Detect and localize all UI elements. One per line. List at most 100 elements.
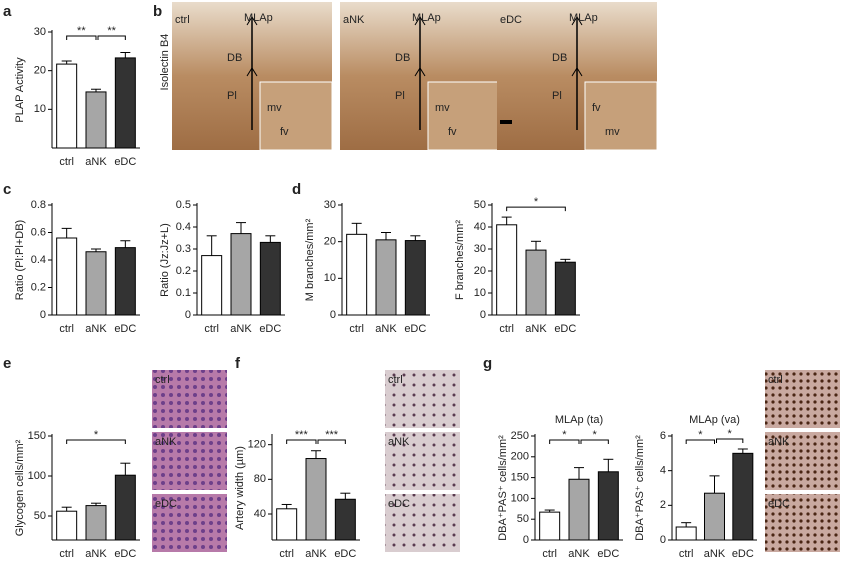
bar bbox=[675, 526, 697, 541]
x-tick-label: ctrl bbox=[679, 548, 694, 560]
y-tick-label: 50 bbox=[517, 513, 529, 525]
y-tick-label: 200 bbox=[511, 451, 529, 463]
y-tick-label: 0.8 bbox=[31, 199, 46, 211]
y-tick-label: 30 bbox=[34, 26, 46, 38]
y-axis-label: DBA⁺PAS⁺ cells/mm² bbox=[497, 435, 509, 541]
image-text: mv bbox=[605, 126, 620, 138]
histology-image bbox=[152, 432, 227, 490]
bar bbox=[704, 492, 725, 541]
arrow-head bbox=[571, 16, 583, 26]
bar bbox=[404, 240, 426, 316]
x-tick-label: ctrl bbox=[59, 323, 74, 335]
x-tick-label: eDC bbox=[114, 156, 136, 168]
bar bbox=[56, 510, 78, 541]
bar bbox=[114, 247, 136, 316]
y-tick-label: 30 bbox=[324, 199, 336, 211]
x-tick-label: aNK bbox=[568, 548, 590, 560]
y-tick-label: 20 bbox=[474, 265, 486, 277]
y-tick-label: 4 bbox=[660, 465, 666, 477]
significance-bracket bbox=[66, 439, 126, 444]
y-tick-label: 0.5 bbox=[176, 199, 191, 211]
image-label: aNK bbox=[768, 436, 790, 448]
y-tick-label: 250 bbox=[511, 430, 529, 442]
significance-bracket bbox=[580, 439, 609, 444]
image-text: mv bbox=[267, 102, 282, 114]
bar bbox=[56, 63, 78, 149]
significance-label: * bbox=[94, 429, 99, 441]
arrow-head bbox=[246, 16, 258, 26]
image-text: fv bbox=[592, 102, 601, 114]
y-axis-label: F branches/mm² bbox=[454, 220, 466, 300]
y-tick-label: 0.6 bbox=[31, 226, 46, 238]
bar bbox=[554, 261, 576, 316]
panel-letter: c bbox=[3, 181, 11, 198]
stain-label: Isolectin B4 bbox=[159, 34, 171, 91]
image-label: aNK bbox=[343, 14, 365, 26]
arrow-head bbox=[571, 67, 583, 77]
x-tick-label: eDC bbox=[259, 323, 281, 335]
significance-label: * bbox=[562, 429, 567, 441]
bar bbox=[56, 237, 78, 316]
y-tick-label: 10 bbox=[474, 287, 486, 299]
significance-bracket bbox=[97, 35, 126, 40]
y-tick-label: 10 bbox=[34, 103, 46, 115]
significance-bracket bbox=[317, 439, 346, 444]
y-tick-label: 0.4 bbox=[31, 254, 46, 266]
image-text: DB bbox=[395, 52, 410, 64]
y-tick-label: 50 bbox=[34, 510, 46, 522]
image-text: fv bbox=[448, 126, 457, 138]
image-label: ctrl bbox=[768, 374, 783, 386]
arrow-head bbox=[246, 67, 258, 77]
x-tick-label: eDC bbox=[554, 323, 576, 335]
histology-image bbox=[385, 432, 460, 490]
y-tick-label: 0.2 bbox=[31, 281, 46, 293]
panel-letter: a bbox=[3, 3, 12, 20]
y-tick-label: 120 bbox=[248, 439, 266, 451]
y-tick-label: 0.3 bbox=[176, 243, 191, 255]
significance-bracket bbox=[506, 206, 566, 212]
significance-bracket bbox=[716, 438, 744, 443]
y-axis-label: M branches/mm² bbox=[304, 218, 316, 301]
y-tick-label: 0 bbox=[185, 309, 191, 321]
y-tick-label: 40 bbox=[474, 221, 486, 233]
x-tick-label: ctrl bbox=[204, 323, 219, 335]
histology-image bbox=[152, 494, 227, 552]
significance-label: * bbox=[593, 429, 598, 441]
bar bbox=[114, 474, 136, 541]
x-tick-label: ctrl bbox=[542, 548, 557, 560]
y-tick-label: 2 bbox=[660, 499, 666, 511]
y-tick-label: 100 bbox=[28, 470, 46, 482]
inset-image bbox=[427, 81, 501, 151]
bar bbox=[201, 255, 223, 316]
x-tick-label: eDC bbox=[597, 548, 619, 560]
x-tick-label: ctrl bbox=[499, 323, 514, 335]
x-tick-label: ctrl bbox=[59, 548, 74, 560]
y-tick-label: 0 bbox=[660, 534, 666, 546]
x-tick-label: eDC bbox=[114, 323, 136, 335]
y-tick-label: 40 bbox=[254, 508, 266, 520]
significance-bracket bbox=[549, 439, 580, 444]
histology-image bbox=[152, 370, 227, 428]
x-tick-label: aNK bbox=[525, 323, 547, 335]
x-tick-label: aNK bbox=[375, 323, 397, 335]
histology-image bbox=[765, 370, 840, 428]
panel-letter: b bbox=[153, 3, 162, 20]
chart-title: MLAp (ta) bbox=[555, 414, 603, 426]
bar bbox=[230, 233, 252, 316]
bar bbox=[496, 224, 518, 316]
image-label: aNK bbox=[155, 436, 177, 448]
image-text: fv bbox=[280, 126, 289, 138]
image-label: ctrl bbox=[388, 374, 403, 386]
significance-label: ** bbox=[107, 25, 116, 37]
inset-image bbox=[259, 81, 333, 151]
histology-image bbox=[385, 370, 460, 428]
bar bbox=[346, 233, 368, 316]
y-tick-label: 80 bbox=[254, 473, 266, 485]
significance-label: * bbox=[534, 196, 539, 208]
image-label: eDC bbox=[388, 498, 410, 510]
y-tick-label: 0.4 bbox=[176, 221, 191, 233]
y-tick-label: 100 bbox=[511, 492, 529, 504]
image-text: MLAp bbox=[412, 12, 441, 24]
y-tick-label: 0.1 bbox=[176, 287, 191, 299]
